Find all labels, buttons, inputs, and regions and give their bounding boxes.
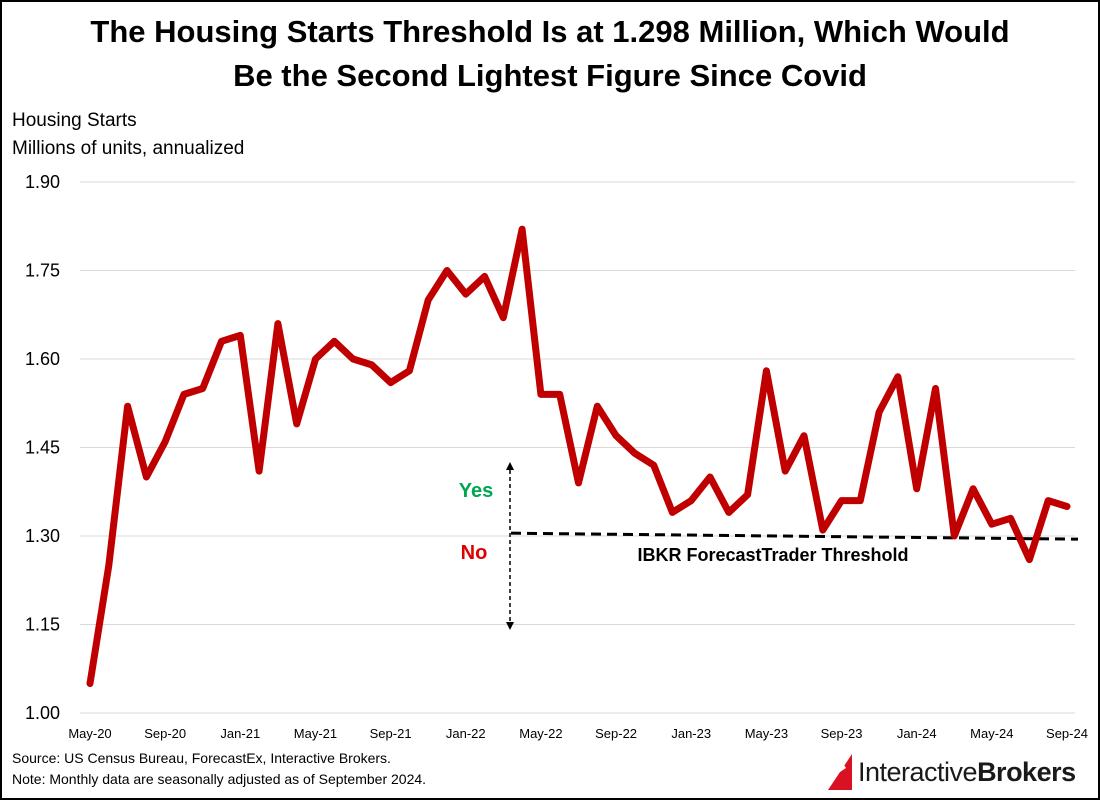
x-tick-label: Jan-23 — [671, 726, 711, 741]
housing-starts-line — [86, 225, 1071, 687]
x-tick-label: May-24 — [970, 726, 1013, 741]
chart-units: Millions of units, annualized — [12, 138, 245, 159]
y-tick-label: 1.45 — [25, 438, 60, 458]
chart-title-line2: Be the Second Lightest Figure Since Covi… — [233, 58, 867, 93]
y-tick-label: 1.60 — [25, 349, 60, 369]
no-label: No — [461, 542, 488, 564]
threshold-line — [510, 531, 1079, 541]
x-tick-label: Jan-22 — [446, 726, 486, 741]
x-tick-label: May-22 — [519, 726, 562, 741]
yes-label: Yes — [459, 480, 493, 502]
y-tick-label: 1.30 — [25, 526, 60, 546]
x-tick-label: May-23 — [745, 726, 788, 741]
x-tick-label: May-20 — [68, 726, 111, 741]
brand-wordmark: InteractiveBrokers — [858, 757, 1076, 788]
y-tick-label: 1.15 — [25, 615, 60, 635]
x-tick-label: Sep-22 — [595, 726, 637, 741]
arrow-up-icon — [506, 462, 514, 470]
chart-title-line1: The Housing Starts Threshold Is at 1.298… — [90, 14, 1010, 49]
brand-part2: Brokers — [977, 757, 1076, 787]
brand-part1: Interactive — [858, 757, 978, 787]
x-tick-label: Sep-23 — [821, 726, 863, 741]
arrow-down-icon — [506, 622, 514, 630]
data-note: Note: Monthly data are seasonally adjust… — [12, 771, 427, 787]
source-note: Source: US Census Bureau, ForecastEx, In… — [12, 750, 391, 766]
y-tick-label: 1.90 — [25, 172, 60, 192]
interactive-brokers-logo-icon — [828, 754, 852, 790]
threshold-label: IBKR ForecastTrader Threshold — [637, 545, 908, 565]
y-tick-label: 1.00 — [25, 703, 60, 723]
x-tick-label: Jan-24 — [897, 726, 937, 741]
x-tick-label: Sep-24 — [1046, 726, 1088, 741]
x-tick-label: Sep-20 — [144, 726, 186, 741]
y-tick-label: 1.75 — [25, 261, 60, 281]
chart-subtitle: Housing Starts — [12, 110, 137, 131]
x-tick-label: May-21 — [294, 726, 337, 741]
x-tick-label: Jan-21 — [220, 726, 260, 741]
x-tick-label: Sep-21 — [370, 726, 412, 741]
